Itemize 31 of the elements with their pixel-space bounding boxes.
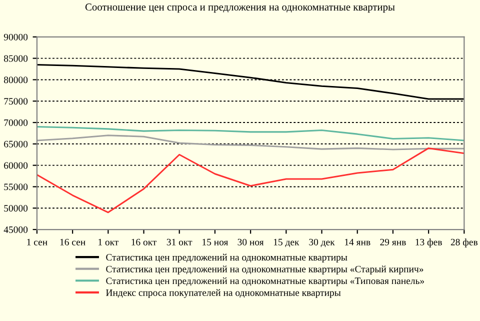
legend-label: Индекс спроса покупателей на однокомнатные квартиры bbox=[106, 289, 341, 298]
y-tick-label: 50000 bbox=[4, 205, 28, 212]
y-tick-label: 70000 bbox=[4, 119, 28, 126]
x-tick-label: 28 фев bbox=[450, 238, 478, 248]
y-tick-label: 55000 bbox=[4, 184, 28, 190]
x-tick-label: 15 ноя bbox=[202, 238, 228, 246]
y-tick-label: 90000 bbox=[4, 34, 28, 40]
x-tick-label: 1 сен bbox=[27, 238, 48, 246]
x-tick-label: 1 окт bbox=[98, 238, 119, 246]
y-tick-label: 75000 bbox=[4, 98, 28, 105]
legend-label: Статистика цен предложений на однокомнатные квартиры bbox=[106, 254, 348, 263]
x-tick-label: 16 сен bbox=[60, 238, 86, 246]
x-tick-label: 13 фев bbox=[416, 238, 442, 248]
x-tick-label: 16 окт bbox=[132, 238, 157, 246]
chart-title: Соотношение цен спроса и предложения на однокомнатные квартиры bbox=[85, 4, 395, 13]
y-tick-label: 60000 bbox=[4, 162, 28, 169]
y-tick-label: 85000 bbox=[4, 55, 28, 62]
y-tick-label: 80000 bbox=[4, 76, 28, 84]
y-tick-label: 65000 bbox=[4, 140, 28, 148]
x-tick-label: 29 янв bbox=[380, 238, 406, 246]
x-tick-label: 31 окт bbox=[166, 238, 192, 246]
x-tick-label: 30 ноя bbox=[238, 238, 264, 246]
line-series bbox=[36, 126, 464, 142]
x-tick-label: 14 янв bbox=[345, 238, 370, 246]
legend-label: Статистика цен предложений на однокомнатные квартиры «Старый кирпич» bbox=[106, 266, 424, 274]
x-tick-label: 30 дек bbox=[309, 238, 335, 248]
line-series bbox=[36, 134, 464, 150]
line-series bbox=[36, 147, 464, 214]
y-tick-label: 45000 bbox=[4, 226, 28, 233]
legend-label: Статистика цен предложений на однокомнатные квартиры «Типовая панель» bbox=[106, 277, 424, 286]
x-tick-label: 15 дек bbox=[274, 238, 300, 248]
